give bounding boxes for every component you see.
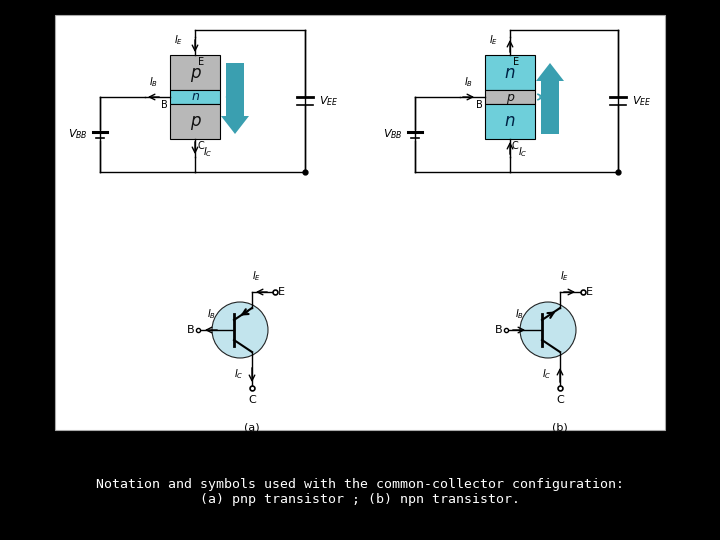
Text: p: p: [190, 112, 200, 131]
Text: $V_{BB}$: $V_{BB}$: [383, 127, 403, 141]
Text: C: C: [556, 395, 564, 405]
Text: B: B: [186, 325, 194, 335]
Text: $I_C$: $I_C$: [542, 367, 552, 381]
Text: n: n: [191, 91, 199, 104]
Text: B: B: [161, 100, 168, 110]
Bar: [170, 55, 220, 90]
Text: $I_B$: $I_B$: [516, 307, 525, 321]
Text: $I_C$: $I_C$: [203, 145, 212, 159]
Text: $I_C$: $I_C$: [518, 145, 528, 159]
Text: $V_{EE}$: $V_{EE}$: [632, 94, 652, 108]
Text: Notation and symbols used with the common-collector configuration:
(a) pnp trans: Notation and symbols used with the commo…: [96, 478, 624, 506]
Text: $I_E$: $I_E$: [489, 33, 498, 47]
Text: p: p: [506, 91, 514, 104]
Text: C: C: [248, 395, 256, 405]
Text: E: E: [278, 287, 285, 297]
Text: $I_B$: $I_B$: [207, 307, 217, 321]
Text: n: n: [505, 112, 516, 131]
Text: E: E: [513, 57, 519, 67]
Bar: [170, 104, 220, 139]
Circle shape: [212, 302, 268, 358]
Text: E: E: [586, 287, 593, 297]
Text: $I_E$: $I_E$: [560, 269, 570, 283]
Bar: [55, 15, 665, 430]
Text: C: C: [197, 141, 204, 151]
Text: B: B: [476, 100, 483, 110]
Text: (b): (b): [552, 422, 568, 432]
Text: $V_{EE}$: $V_{EE}$: [319, 94, 338, 108]
Bar: [485, 90, 535, 104]
Circle shape: [520, 302, 576, 358]
Bar: [170, 90, 220, 104]
Text: n: n: [505, 64, 516, 82]
Text: p: p: [190, 64, 200, 82]
Bar: [485, 104, 535, 139]
Text: B: B: [495, 325, 502, 335]
Text: (a): (a): [244, 422, 260, 432]
Text: E: E: [198, 57, 204, 67]
FancyArrow shape: [536, 63, 564, 134]
Text: $I_B$: $I_B$: [464, 75, 474, 89]
Text: $V_{BB}$: $V_{BB}$: [68, 127, 88, 141]
Text: C: C: [512, 141, 518, 151]
FancyArrow shape: [221, 63, 249, 134]
Text: $I_E$: $I_E$: [253, 269, 261, 283]
Bar: [485, 55, 535, 90]
Text: $I_B$: $I_B$: [150, 75, 158, 89]
Text: $I_C$: $I_C$: [235, 367, 244, 381]
Text: $I_E$: $I_E$: [174, 33, 183, 47]
